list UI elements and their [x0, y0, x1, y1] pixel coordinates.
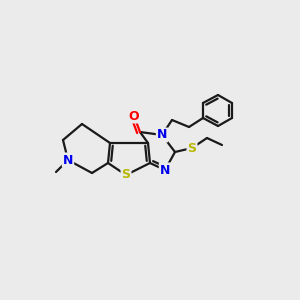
Text: N: N [63, 154, 73, 166]
Text: N: N [160, 164, 170, 176]
Text: S: S [188, 142, 196, 154]
Text: N: N [157, 128, 167, 142]
Text: O: O [129, 110, 139, 122]
Text: S: S [122, 169, 130, 182]
